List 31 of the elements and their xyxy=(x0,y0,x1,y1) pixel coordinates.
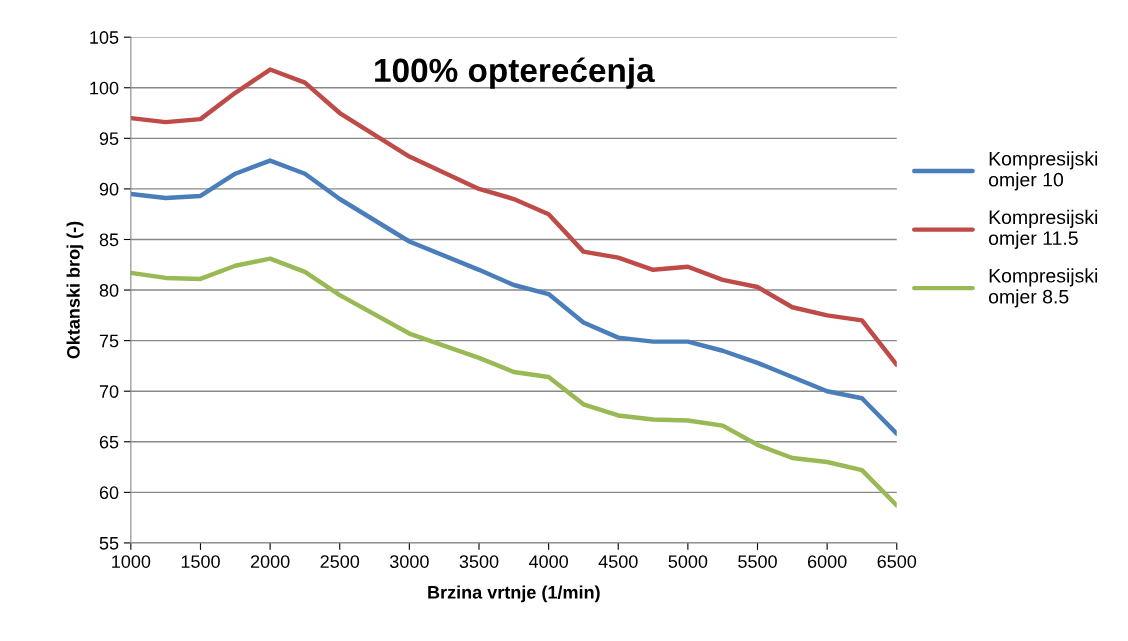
x-tick-label: 3000 xyxy=(389,555,429,568)
legend-label: Kompresijski omjer 11.5 xyxy=(988,209,1098,249)
y-tick-label: 85 xyxy=(99,233,119,247)
y-tick-label: 55 xyxy=(99,537,119,550)
x-tick-label: 4500 xyxy=(598,555,638,568)
y-tick-label: 75 xyxy=(99,334,119,348)
x-axis-title: Brzina vrtnje (1/min) xyxy=(428,585,600,603)
x-tick-label: 5000 xyxy=(668,555,708,568)
y-tick-label: 100 xyxy=(90,81,119,95)
x-tick-label: 6000 xyxy=(807,555,847,568)
x-tick-label: 1000 xyxy=(112,555,151,568)
x-tick-label: 4000 xyxy=(528,555,568,568)
x-tick-label: 1500 xyxy=(181,555,220,568)
x-tick-label: 2000 xyxy=(250,555,290,568)
y-axis-title: Oktanski broj (-) xyxy=(66,221,84,359)
y-tick-label: 70 xyxy=(99,385,119,398)
legend-label: Kompresijski omjer 10 xyxy=(988,151,1098,191)
x-tick-label: 6500 xyxy=(877,555,917,568)
y-tick-label: 65 xyxy=(99,435,119,449)
y-tick-label: 60 xyxy=(99,486,119,500)
x-tick-label: 5500 xyxy=(738,555,777,568)
y-tick-label: 90 xyxy=(99,182,119,196)
y-tick-label: 105 xyxy=(90,31,119,44)
legend-label: Kompresijski omjer 8.5 xyxy=(988,268,1098,308)
line-series xyxy=(130,158,897,436)
y-tick-label: 80 xyxy=(99,283,119,297)
x-tick-label: 3500 xyxy=(459,555,499,568)
line-series xyxy=(130,256,897,508)
y-tick-label: 95 xyxy=(99,132,119,146)
x-tick-label: 2500 xyxy=(320,555,360,568)
text: 100% opterećenja xyxy=(375,57,655,89)
